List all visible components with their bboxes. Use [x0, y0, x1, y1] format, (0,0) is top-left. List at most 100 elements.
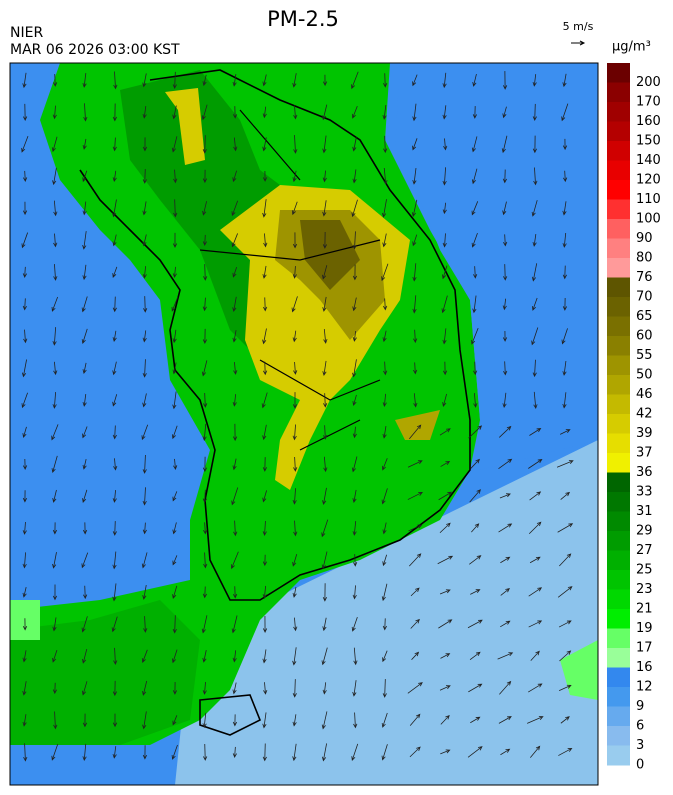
wind-arrow — [203, 393, 208, 408]
wind-arrow — [560, 716, 570, 724]
wind-arrow — [558, 747, 573, 756]
wind-arrow — [412, 138, 418, 151]
wind-arrow — [440, 749, 451, 755]
wind-arrow — [172, 682, 178, 695]
wind-arrow — [383, 73, 388, 88]
wind-arrow — [439, 685, 451, 691]
wind-arrow — [353, 554, 358, 567]
wind-arrow — [263, 233, 268, 248]
colorbar-segment — [607, 336, 630, 356]
wind-arrow — [561, 328, 568, 345]
wind-arrow — [112, 521, 117, 536]
wind-arrow — [323, 425, 328, 440]
wind-arrow — [352, 231, 357, 250]
wind-arrow — [231, 233, 238, 248]
wind-arrow — [23, 170, 28, 182]
wind-arrow — [22, 650, 27, 663]
colorbar-label: 150 — [636, 134, 661, 149]
wind-arrow — [442, 72, 447, 89]
wind-arrow — [232, 74, 237, 87]
colorbar-label: 25 — [636, 563, 653, 578]
wind-arrow — [82, 201, 87, 216]
wind-arrow — [112, 266, 118, 278]
colorbar-segment — [607, 121, 630, 142]
wind-arrow — [531, 327, 539, 346]
wind-arrow — [412, 263, 417, 282]
wind-arrow — [532, 359, 537, 378]
colorbar-label: 3 — [636, 738, 644, 753]
wind-arrow — [383, 361, 388, 376]
wind-arrow — [171, 136, 178, 153]
wind-arrow — [321, 647, 328, 666]
wind-arrow — [558, 684, 572, 691]
wind-arrow — [173, 169, 178, 184]
colorbar-segment — [607, 433, 630, 454]
wind-arrow — [263, 361, 268, 376]
wind-arrow — [82, 522, 88, 535]
wind-arrow — [562, 73, 567, 88]
wind-arrow — [201, 615, 208, 634]
wind-arrow — [22, 458, 28, 470]
wind-arrow — [262, 649, 267, 664]
wind-arrow — [353, 712, 358, 729]
wind-arrow — [467, 746, 483, 758]
wind-arrow — [292, 743, 297, 762]
wind-arrow — [82, 138, 87, 150]
colorbar-label: 6 — [636, 719, 644, 734]
wind-arrow — [441, 295, 448, 314]
map-frame — [9, 62, 599, 786]
wind-arrow — [51, 136, 58, 153]
wind-arrow — [172, 329, 177, 344]
wind-arrow — [171, 425, 178, 440]
wind-arrow — [81, 296, 88, 313]
wind-arrow — [142, 234, 147, 247]
wind-arrow — [407, 492, 423, 500]
wind-arrow — [21, 392, 28, 409]
wind-arrow — [23, 743, 28, 762]
colorbar-label: 46 — [636, 387, 653, 402]
wind-arrow — [82, 713, 88, 728]
wind-arrow — [352, 489, 357, 503]
colorbar-label: 36 — [636, 465, 653, 480]
wind-arrow — [142, 201, 147, 216]
colorbar-label: 27 — [636, 543, 653, 558]
wind-arrow — [558, 620, 572, 628]
wind-arrow — [52, 617, 57, 632]
wind-arrow — [262, 743, 267, 762]
wind-arrow — [293, 617, 298, 632]
wind-arrow — [232, 423, 238, 442]
wind-arrow — [51, 296, 59, 312]
colorbar-label: 55 — [636, 348, 653, 363]
wind-arrow — [232, 458, 237, 471]
wind-arrow — [322, 170, 327, 183]
wind-arrow — [232, 586, 238, 599]
wind-arrow — [442, 393, 448, 407]
colorbar-label: 170 — [636, 95, 661, 110]
wind-arrow — [532, 135, 538, 154]
wind-arrow — [232, 650, 237, 663]
wind-arrow — [112, 170, 117, 183]
wind-arrow — [470, 589, 481, 595]
wind-arrow — [409, 746, 421, 758]
wind-arrow — [351, 105, 358, 119]
wind-arrow — [292, 266, 297, 279]
wind-arrow — [471, 233, 478, 248]
colorbar-segment — [607, 589, 630, 610]
wind-arrow — [262, 457, 268, 472]
wind-arrow — [22, 521, 27, 535]
wind-arrow — [53, 74, 58, 87]
wind-arrow — [292, 392, 298, 409]
wind-arrow — [322, 583, 328, 602]
wind-arrow — [51, 424, 59, 441]
wind-arrow — [201, 360, 208, 377]
wind-arrow — [382, 233, 387, 248]
wind-arrow — [467, 619, 483, 629]
wind-arrow — [203, 522, 208, 535]
wind-arrow — [262, 328, 267, 345]
wind-arrow — [412, 168, 417, 185]
colorbar-label: 12 — [636, 680, 653, 695]
colorbar-segment — [607, 199, 630, 220]
wind-arrow — [112, 680, 118, 697]
colorbar-segment — [607, 277, 630, 298]
wind-arrow — [528, 459, 543, 469]
